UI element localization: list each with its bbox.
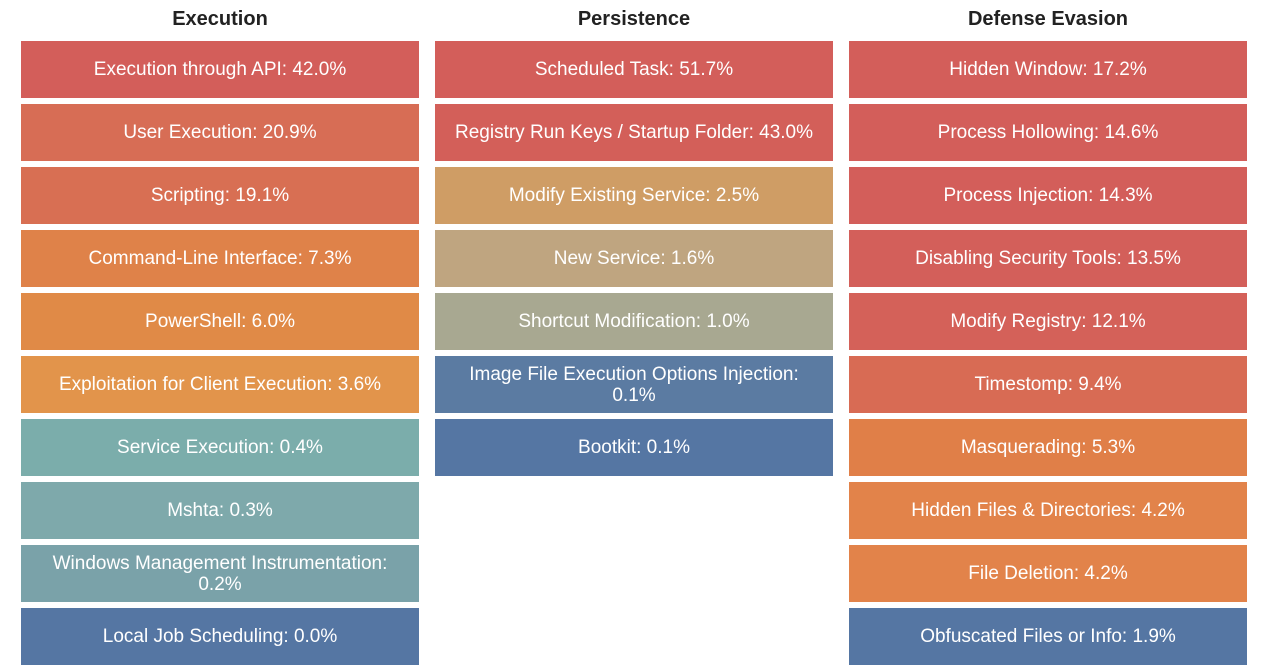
technique-cell: Hidden Window: 17.2% — [849, 41, 1247, 98]
technique-cell: Disabling Security Tools: 13.5% — [849, 230, 1247, 287]
technique-cell: Masquerading: 5.3% — [849, 419, 1247, 476]
technique-cell: Local Job Scheduling: 0.0% — [21, 608, 419, 665]
column: Defense Evasion Hidden Window: 17.2% Proce… — [849, 0, 1247, 665]
technique-cell: PowerShell: 6.0% — [21, 293, 419, 350]
technique-cell: Command-Line Interface: 7.3% — [21, 230, 419, 287]
technique-cell: Process Hollowing: 14.6% — [849, 104, 1247, 161]
technique-cell: Image File Execution Options Injection: … — [435, 356, 833, 413]
technique-cell: Bootkit: 0.1% — [435, 419, 833, 476]
technique-cell: Execution through API: 42.0% — [21, 41, 419, 98]
technique-cell: Mshta: 0.3% — [21, 482, 419, 539]
column-title: Defense Evasion — [967, 8, 1129, 30]
technique-cell: Exploitation for Client Execution: 3.6% — [21, 356, 419, 413]
technique-cell: Modify Existing Service: 2.5% — [435, 167, 833, 224]
technique-cell: Process Injection: 14.3% — [849, 167, 1247, 224]
technique-cell: Modify Registry: 12.1% — [849, 293, 1247, 350]
column: Execution Execution through API: 42.0% Use… — [21, 0, 419, 665]
column: Persistence Scheduled Task: 51.7% Registry… — [435, 0, 833, 476]
technique-cell: New Service: 1.6% — [435, 230, 833, 287]
technique-cell: Registry Run Keys / Startup Folder: 43.0… — [435, 104, 833, 161]
technique-cell: User Execution: 20.9% — [21, 104, 419, 161]
column-title: Persistence — [577, 8, 691, 30]
technique-cell: Windows Management Instrumentation: 0.2% — [21, 545, 419, 602]
technique-cell: File Deletion: 4.2% — [849, 545, 1247, 602]
column-title: Execution — [172, 8, 268, 30]
technique-cell: Obfuscated Files or Info: 1.9% — [849, 608, 1247, 665]
technique-cell: Timestomp: 9.4% — [849, 356, 1247, 413]
technique-cell: Scheduled Task: 51.7% — [435, 41, 833, 98]
technique-cell: Service Execution: 0.4% — [21, 419, 419, 476]
technique-cell: Hidden Files & Directories: 4.2% — [849, 482, 1247, 539]
technique-cell: Shortcut Modification: 1.0% — [435, 293, 833, 350]
technique-cell: Scripting: 19.1% — [21, 167, 419, 224]
